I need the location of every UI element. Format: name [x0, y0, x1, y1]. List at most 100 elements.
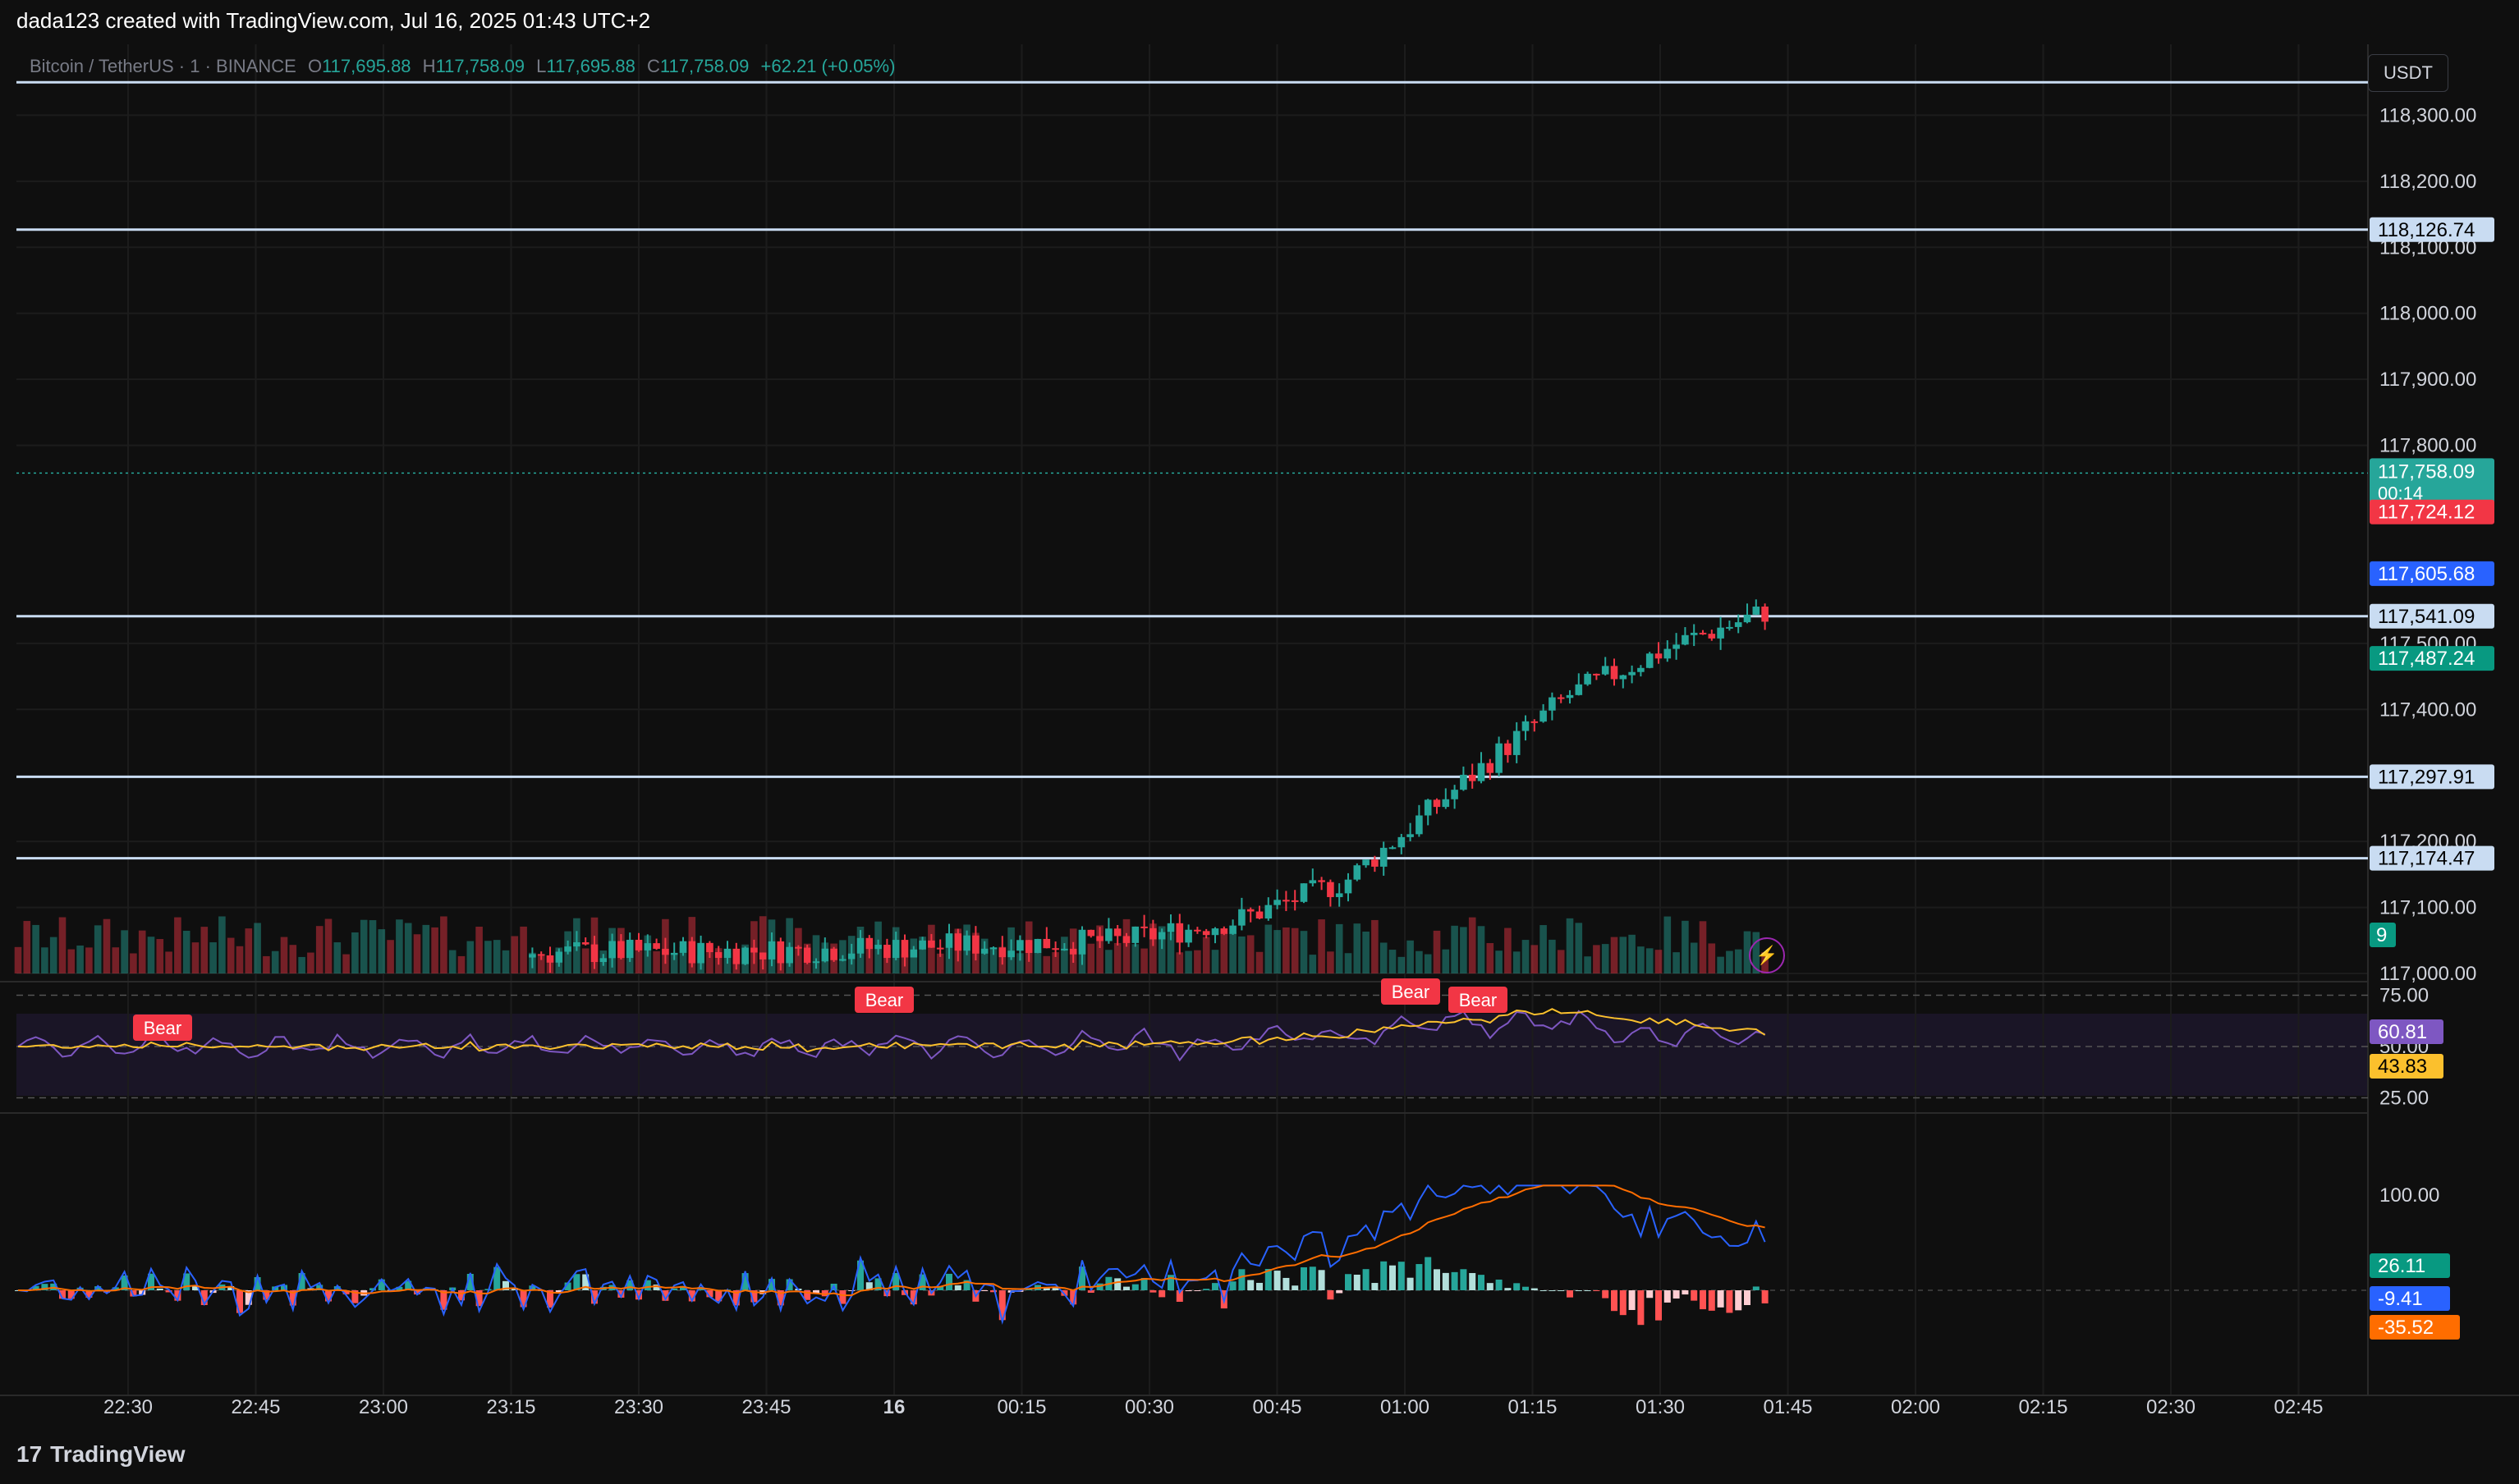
macd-histogram-bar — [547, 1290, 553, 1308]
macd-histogram-bar — [1575, 1290, 1582, 1291]
volume-bar — [1504, 928, 1512, 973]
volume-bar — [174, 917, 181, 973]
candle-body — [1752, 606, 1760, 615]
symbol-name[interactable]: Bitcoin / TetherUS · 1 · BINANCE — [30, 56, 296, 76]
x-tick-label: 01:15 — [1507, 1396, 1557, 1418]
macd-histogram-bar — [165, 1290, 172, 1293]
candle-body — [1717, 627, 1724, 639]
volume-bar — [998, 946, 1007, 973]
macd-histogram-bar — [493, 1266, 501, 1290]
macd-histogram-bar — [1345, 1274, 1351, 1290]
volume-bar — [245, 928, 253, 973]
candle-body — [803, 947, 811, 963]
volume-bar — [511, 936, 519, 973]
volume-bar — [1486, 942, 1494, 973]
macd-histogram-bar — [946, 1273, 952, 1290]
macd-histogram-bar — [688, 1290, 695, 1302]
macd-histogram-bar — [1087, 1290, 1094, 1294]
volume-bar — [688, 917, 696, 973]
candle-body — [546, 955, 554, 963]
volume-bar — [209, 942, 217, 973]
macd-histogram-bar — [1131, 1284, 1139, 1290]
volume-bar — [1300, 931, 1308, 973]
x-tick-label: 01:00 — [1380, 1396, 1429, 1418]
low-label: L — [536, 56, 547, 76]
candle-body — [1654, 653, 1663, 659]
macd-histogram-bar — [1619, 1290, 1627, 1316]
macd-histogram-bar — [671, 1288, 678, 1290]
volume-bar — [1512, 951, 1521, 973]
volume-bar — [644, 935, 652, 973]
candle-body — [617, 941, 625, 959]
volume-bar — [1273, 930, 1281, 973]
currency-button[interactable]: USDT — [2368, 54, 2448, 92]
volume-bar — [679, 946, 687, 973]
brand-footer[interactable]: 17 TradingView — [16, 1441, 186, 1468]
candle-body — [1601, 666, 1609, 675]
x-tick-label: 00:30 — [1125, 1396, 1174, 1418]
volume-bar — [1539, 925, 1547, 973]
volume-bar — [1619, 937, 1627, 973]
macd-histogram-bar — [998, 1290, 1006, 1321]
volume-bar — [1052, 952, 1059, 973]
candle-body — [741, 947, 749, 964]
candle-body — [1557, 697, 1565, 699]
volume-bar — [23, 921, 31, 973]
lightning-icon[interactable]: ⚡ — [1749, 937, 1785, 973]
macd-histogram-bar — [1043, 1287, 1050, 1290]
volume-bar — [989, 947, 998, 973]
volume-bar — [156, 939, 164, 973]
x-tick-label: 23:30 — [614, 1396, 663, 1418]
candle-body — [954, 933, 962, 951]
x-tick-label: 23:45 — [741, 1396, 791, 1418]
volume-bar — [121, 930, 128, 973]
macd-histogram-bar — [1460, 1269, 1467, 1290]
macd-hist-value: 26.11 — [2378, 1255, 2425, 1277]
candle-body — [1344, 879, 1352, 894]
volume-bar — [892, 927, 900, 973]
volume-bar — [351, 932, 359, 973]
x-tick-label: 02:15 — [2018, 1396, 2067, 1418]
volume-bar — [493, 940, 501, 973]
volume-bar — [1663, 916, 1672, 973]
macd-histogram-bar — [1469, 1272, 1476, 1290]
volume-bar — [599, 950, 608, 973]
x-tick-label: 00:15 — [997, 1396, 1046, 1418]
macd-histogram-bar — [1353, 1274, 1360, 1290]
macd-histogram-bar — [954, 1285, 961, 1290]
candle-body — [1061, 948, 1068, 950]
price-label-blue-bg — [2370, 561, 2494, 586]
volume-bar — [1468, 917, 1476, 973]
macd-histogram-bar — [874, 1278, 882, 1290]
macd-histogram-bar — [511, 1288, 518, 1290]
volume-bar — [1282, 927, 1290, 973]
volume-bar — [777, 954, 785, 973]
volume-bar — [928, 924, 935, 973]
macd-histogram-bar — [41, 1284, 48, 1290]
candle-body — [1078, 929, 1086, 955]
macd-histogram-bar — [156, 1288, 163, 1290]
bear-label: Bear — [1459, 990, 1497, 1010]
macd-histogram-bar — [1513, 1283, 1521, 1290]
macd-histogram-bar — [1691, 1290, 1698, 1301]
candle-body — [830, 948, 837, 960]
candle-body — [1246, 909, 1255, 912]
candle-body — [537, 954, 545, 956]
candle-body — [1140, 926, 1148, 928]
volume-bar — [529, 952, 536, 973]
volume-bar — [1530, 945, 1539, 973]
macd-histogram-bar — [148, 1273, 154, 1290]
volume-bar — [1087, 943, 1095, 973]
candle-body — [750, 947, 758, 953]
volume-bar — [413, 934, 421, 973]
volume-bar — [130, 953, 137, 973]
volume-bar — [1593, 945, 1600, 973]
candle-body — [928, 940, 935, 948]
price-label-level-a: 118,126.74 — [2378, 219, 2475, 241]
x-tick-label: 02:30 — [2146, 1396, 2196, 1418]
volume-bar — [1362, 931, 1370, 973]
candle-body — [1610, 666, 1618, 680]
macd-value-bg — [2370, 1286, 2450, 1311]
macd-histogram-bar — [1655, 1290, 1662, 1321]
